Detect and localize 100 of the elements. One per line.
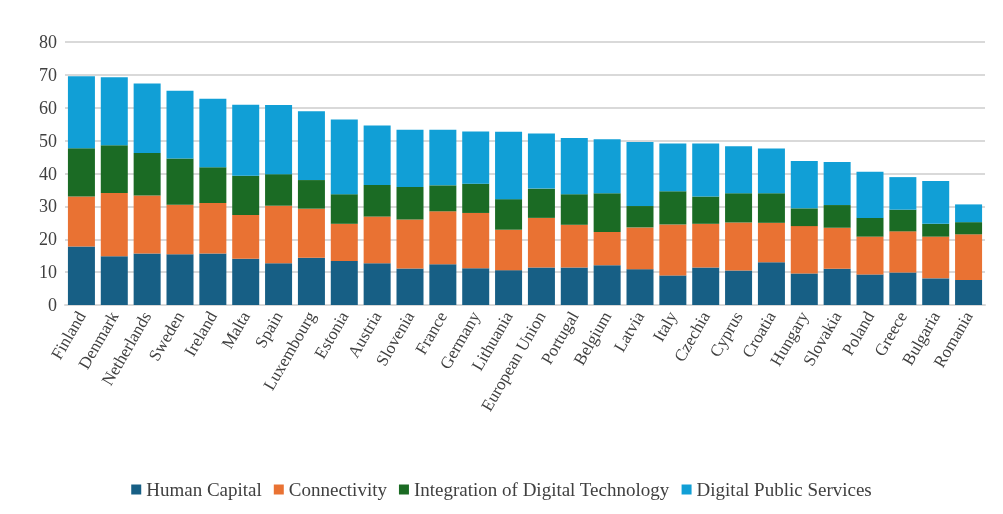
y-tick-label: 0 bbox=[48, 295, 57, 315]
bar bbox=[725, 270, 753, 305]
bar bbox=[462, 212, 490, 269]
bar bbox=[823, 205, 851, 228]
bar bbox=[560, 224, 588, 268]
bar bbox=[100, 145, 128, 193]
bar bbox=[133, 83, 161, 154]
bar bbox=[725, 222, 753, 271]
bar bbox=[133, 253, 161, 305]
bar bbox=[955, 204, 983, 223]
bar bbox=[166, 90, 194, 159]
bar bbox=[527, 217, 555, 268]
bar bbox=[790, 226, 818, 274]
bar bbox=[232, 104, 260, 176]
bar bbox=[67, 246, 95, 305]
bar bbox=[889, 272, 917, 305]
bar bbox=[363, 125, 391, 186]
legend-label: Integration of Digital Technology bbox=[413, 479, 670, 500]
bar bbox=[823, 227, 851, 269]
y-tick-label: 40 bbox=[39, 163, 57, 184]
bar bbox=[429, 185, 457, 212]
bar bbox=[67, 76, 95, 149]
bar bbox=[495, 199, 523, 230]
y-tick-label: 30 bbox=[39, 196, 57, 217]
bar bbox=[265, 105, 293, 175]
bar bbox=[889, 209, 917, 232]
bar bbox=[166, 158, 194, 205]
bar bbox=[955, 234, 983, 281]
bar bbox=[527, 133, 555, 189]
bar bbox=[495, 131, 523, 200]
bar bbox=[593, 232, 621, 266]
bar bbox=[955, 222, 983, 235]
bar bbox=[297, 180, 325, 209]
bar bbox=[297, 111, 325, 181]
bar bbox=[363, 263, 391, 305]
bar bbox=[429, 211, 457, 265]
bar bbox=[889, 177, 917, 210]
y-tick-label: 50 bbox=[39, 130, 57, 151]
bar bbox=[396, 268, 424, 305]
bar bbox=[199, 167, 227, 204]
bar bbox=[757, 148, 785, 194]
y-tick-label: 60 bbox=[39, 97, 57, 118]
bar bbox=[67, 196, 95, 247]
bar bbox=[67, 148, 95, 197]
bar bbox=[527, 267, 555, 305]
bar bbox=[922, 223, 950, 237]
bar bbox=[330, 194, 358, 224]
bar bbox=[790, 208, 818, 227]
y-tick-label: 80 bbox=[39, 32, 57, 52]
bar bbox=[133, 195, 161, 254]
bar bbox=[823, 161, 851, 206]
bar bbox=[527, 188, 555, 218]
bar bbox=[757, 222, 785, 263]
bar bbox=[429, 129, 457, 186]
bar bbox=[133, 153, 161, 196]
bar bbox=[297, 208, 325, 258]
legend-label: Digital Public Services bbox=[696, 479, 872, 500]
bar bbox=[692, 223, 720, 268]
bar bbox=[462, 268, 490, 305]
bar bbox=[166, 204, 194, 255]
bar bbox=[396, 219, 424, 269]
bar bbox=[725, 193, 753, 223]
bar bbox=[462, 131, 490, 184]
bar bbox=[725, 146, 753, 194]
bar bbox=[363, 185, 391, 217]
bar bbox=[429, 264, 457, 305]
bar bbox=[692, 196, 720, 224]
bar bbox=[265, 263, 293, 305]
bar bbox=[560, 138, 588, 195]
bar bbox=[232, 258, 260, 305]
bar bbox=[396, 129, 424, 187]
bar bbox=[199, 98, 227, 168]
bar bbox=[199, 253, 227, 305]
bar bbox=[593, 265, 621, 305]
bar bbox=[495, 229, 523, 271]
legend-label: Human Capital bbox=[146, 479, 262, 500]
bar bbox=[659, 143, 687, 192]
bar bbox=[626, 227, 654, 270]
bar bbox=[856, 217, 884, 237]
bar bbox=[626, 206, 654, 228]
bar bbox=[462, 183, 490, 213]
bar bbox=[166, 254, 194, 305]
bar bbox=[363, 216, 391, 264]
bar bbox=[790, 161, 818, 209]
bar bbox=[823, 268, 851, 305]
bar bbox=[100, 256, 128, 305]
bar bbox=[265, 174, 293, 206]
bar bbox=[856, 274, 884, 305]
bar bbox=[593, 193, 621, 233]
bar bbox=[659, 275, 687, 305]
bar bbox=[560, 267, 588, 305]
bar bbox=[626, 141, 654, 207]
bar bbox=[330, 223, 358, 261]
legend-label: Connectivity bbox=[288, 479, 388, 500]
bar bbox=[659, 224, 687, 276]
bar bbox=[560, 194, 588, 225]
bar bbox=[495, 270, 523, 305]
y-tick-label: 70 bbox=[39, 64, 57, 85]
bar bbox=[757, 193, 785, 223]
bar bbox=[955, 280, 983, 305]
